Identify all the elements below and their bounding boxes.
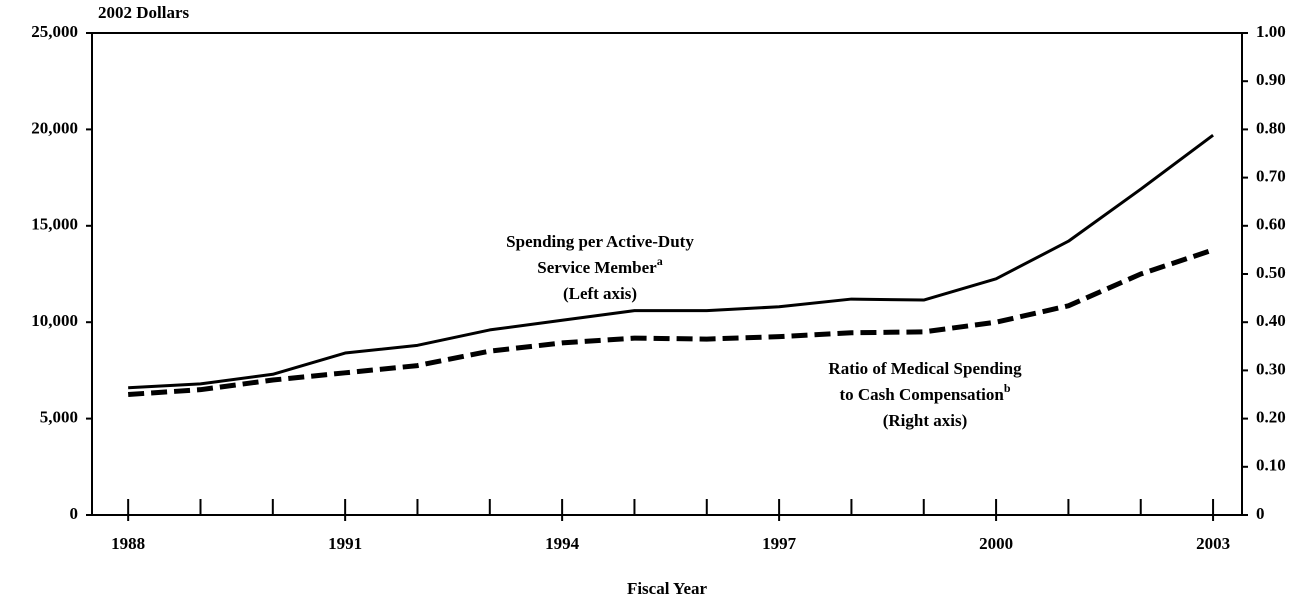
y2-tick-label: 0.30 (1256, 359, 1286, 378)
y-tick-label: 15,000 (31, 215, 78, 234)
x-axis-label: Fiscal Year (627, 579, 708, 598)
x-tick-label: 1991 (328, 534, 362, 553)
y2-tick-label: 0 (1256, 504, 1265, 523)
y2-tick-label: 0.80 (1256, 118, 1286, 137)
y2-tick-label: 0.40 (1256, 311, 1286, 330)
y-tick-label: 20,000 (31, 118, 78, 137)
y2-tick-label: 0.90 (1256, 70, 1286, 89)
y2-tick-label: 0.10 (1256, 456, 1286, 475)
series-line (128, 133, 1214, 390)
x-tick-label: 2000 (979, 534, 1013, 553)
annotation-line: (Left axis) (563, 284, 637, 303)
annotation-line: (Right axis) (883, 411, 968, 430)
annotation-line: to Cash Compensationb (839, 381, 1010, 404)
y-tick-label: 10,000 (31, 311, 78, 330)
y-tick-label: 0 (70, 504, 79, 523)
annotation-footnote: b (1004, 381, 1011, 395)
annotation-text: to Cash Compensation (839, 385, 1004, 404)
y2-tick-label: 1.00 (1256, 22, 1286, 41)
annotation-footnote: a (657, 254, 663, 268)
x-tick-label: 1994 (545, 534, 580, 553)
y-tick-label: 5,000 (40, 408, 78, 427)
x-tick-label: 1997 (762, 534, 797, 553)
plot-frame (91, 32, 1243, 516)
annotation-line: Spending per Active-Duty (506, 232, 694, 251)
x-tick-label: 2003 (1196, 534, 1230, 553)
series-line (127, 247, 1214, 397)
y2-tick-label: 0.20 (1256, 408, 1286, 427)
annotation-text: Spending per Active-Duty (506, 232, 694, 251)
annotation-line: Ratio of Medical Spending (828, 359, 1022, 378)
y2-tick-label: 0.60 (1256, 215, 1286, 234)
y-tick-label: 25,000 (31, 22, 78, 41)
y-unit-label: 2002 Dollars (98, 3, 190, 22)
y2-tick-label: 0.50 (1256, 263, 1286, 282)
annotation-line: Service Membera (537, 254, 662, 277)
annotation-text: (Right axis) (883, 411, 968, 430)
x-tick-label: 1988 (111, 534, 145, 553)
annotation-text: Ratio of Medical Spending (828, 359, 1022, 378)
annotation-text: (Left axis) (563, 284, 637, 303)
y2-tick-label: 0.70 (1256, 167, 1286, 186)
annotation-text: Service Member (537, 258, 657, 277)
